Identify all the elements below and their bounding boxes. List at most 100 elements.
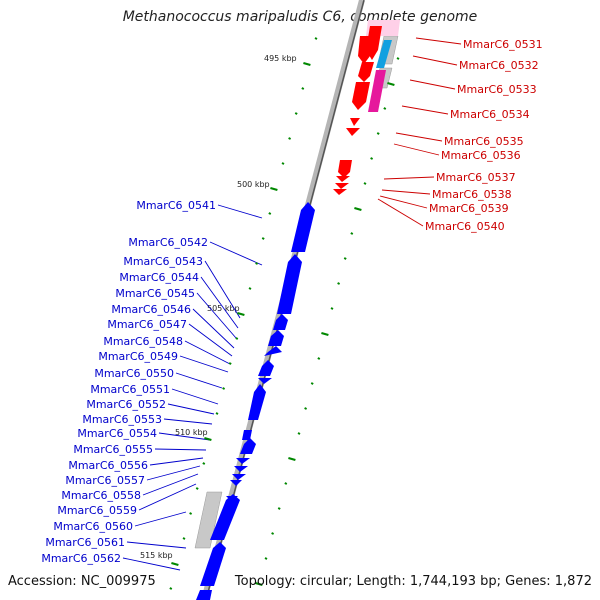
tick-label: 510 kbp	[175, 428, 208, 437]
reverse-gene	[268, 330, 284, 346]
reverse-gene-label: MmarC6_0547	[107, 318, 187, 331]
scale-tick	[255, 262, 259, 265]
reverse-gene	[236, 458, 250, 464]
reverse-gene-label: MmarC6_0552	[86, 398, 166, 411]
reverse-gene	[232, 474, 246, 480]
scale-tick	[310, 382, 314, 385]
label-leader-line	[188, 323, 233, 357]
scale-tick	[314, 37, 318, 40]
scale-tick	[363, 182, 367, 185]
label-leader-line	[204, 260, 241, 319]
reverse-gene-label: MmarC6_0546	[111, 303, 191, 316]
reverse-gene-label: MmarC6_0541	[136, 199, 216, 212]
reverse-gene-label: MmarC6_0543	[123, 255, 203, 268]
forward-gene	[333, 189, 347, 195]
scale-tick	[228, 362, 232, 365]
tick-label: 495 kbp	[264, 54, 297, 63]
label-leader-line	[163, 418, 213, 425]
reverse-gene-label: MmarC6_0554	[77, 427, 157, 440]
scale-tick	[354, 206, 362, 212]
forward-gene-label: MmarC6_0537	[436, 171, 516, 184]
reverse-gene-label: MmarC6_0553	[82, 413, 162, 426]
reverse-gene	[234, 466, 248, 472]
forward-gene-label: MmarC6_0540	[425, 220, 505, 233]
label-leader-line	[134, 511, 187, 527]
forward-gene-label: MmarC6_0533	[457, 83, 537, 96]
reverse-gene-label: MmarC6_0545	[115, 287, 195, 300]
label-leader-line	[184, 340, 231, 365]
forward-gene-labels: MmarC6_0531 MmarC6_0532 MmarC6_0533 MmarC6_…	[377, 37, 543, 233]
reverse-gene-label: MmarC6_0557	[65, 474, 145, 487]
scale-tick	[288, 456, 296, 462]
label-leader-line	[192, 308, 235, 349]
scale-tick	[321, 331, 329, 337]
scale-tick	[303, 61, 311, 67]
reverse-gene-label: MmarC6_0556	[68, 459, 148, 472]
reverse-gene-label: MmarC6_0558	[61, 489, 141, 502]
scale-tick	[277, 507, 281, 510]
label-leader-line	[379, 195, 428, 209]
reverse-gene	[273, 314, 288, 330]
scale-tick	[202, 462, 206, 465]
label-leader-line	[383, 176, 435, 180]
scale-tick	[248, 287, 252, 290]
reverse-gene-label: MmarC6_0561	[45, 536, 125, 549]
reverse-gene-label: MmarC6_0551	[90, 383, 170, 396]
reverse-gene	[264, 346, 282, 356]
forward-gene	[350, 118, 360, 126]
tick-marks	[169, 37, 400, 590]
rna-feature	[368, 70, 386, 112]
topology-label: Topology: circular; Length: 1,744,193 bp…	[234, 574, 592, 589]
scale-tick	[169, 587, 173, 590]
forward-gene-label: MmarC6_0534	[450, 108, 530, 121]
scale-tick	[264, 557, 268, 560]
scale-tick	[330, 307, 334, 310]
scale-tick	[343, 257, 347, 260]
forward-gene-label: MmarC6_0535	[444, 135, 524, 148]
label-leader-line	[393, 143, 440, 156]
reverse-gene	[210, 494, 240, 540]
reverse-gene-label: MmarC6_0544	[119, 271, 199, 284]
label-leader-line	[126, 541, 187, 549]
label-leader-line	[217, 204, 263, 219]
label-leader-line	[154, 448, 207, 451]
forward-gene-label: MmarC6_0531	[463, 38, 543, 51]
label-leader-line	[377, 198, 424, 227]
scale-tick	[350, 232, 354, 235]
label-leader-line	[409, 79, 456, 90]
forward-gene	[338, 160, 352, 178]
label-leader-line	[196, 292, 237, 339]
forward-gene	[358, 62, 374, 82]
scale-tick	[284, 482, 288, 485]
scale-tick	[222, 387, 226, 390]
pseudo-feature	[194, 491, 223, 549]
reverse-gene-label: MmarC6_0542	[128, 236, 208, 249]
label-leader-line	[395, 132, 443, 142]
label-leader-line	[412, 55, 458, 66]
label-leader-line	[171, 388, 219, 405]
scale-tick	[195, 487, 199, 490]
label-leader-line	[146, 465, 201, 481]
forward-gene	[335, 183, 349, 189]
label-leader-line	[158, 432, 211, 441]
forward-gene-label: MmarC6_0539	[429, 202, 509, 215]
scale-tick	[376, 132, 380, 135]
tick-label: 515 kbp	[140, 551, 173, 560]
scale-tick	[255, 581, 263, 587]
label-leader-line	[381, 189, 431, 195]
scale-tick	[383, 107, 387, 110]
scale-tick	[301, 87, 305, 90]
label-leader-line	[209, 241, 263, 266]
label-leader-line	[179, 355, 229, 373]
scale-tick	[281, 162, 285, 165]
reverse-gene-labels: MmarC6_0541 MmarC6_0542 MmarC6_0543 MmarC6_…	[41, 199, 263, 571]
forward-gene	[336, 176, 350, 182]
reverse-gene	[258, 360, 274, 376]
forward-gene	[352, 82, 370, 110]
scale-tick	[268, 212, 272, 215]
rna-feature	[376, 40, 392, 68]
label-leader-line	[122, 557, 181, 571]
reverse-gene-label: MmarC6_0555	[73, 443, 153, 456]
